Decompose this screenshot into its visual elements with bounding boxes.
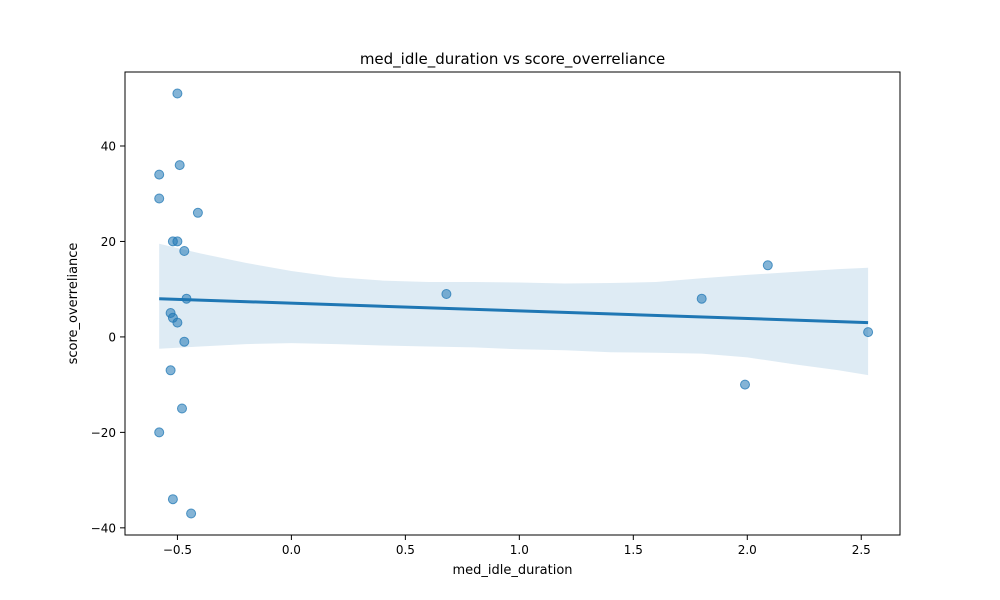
regression-line-layer <box>159 297 869 325</box>
plot-area <box>124 71 901 536</box>
x-axis-label: med_idle_duration <box>452 563 572 578</box>
data-point <box>696 293 707 304</box>
y-tick-label: 20 <box>101 235 116 249</box>
x-tick-label: 1.0 <box>510 543 529 557</box>
data-point <box>165 365 176 376</box>
x-tick-label: 0.0 <box>282 543 301 557</box>
x-axis: −0.5 0.0 0.5 1.0 1.5 2.0 2.5 <box>163 535 871 557</box>
data-point <box>441 289 452 299</box>
data-point <box>192 207 203 218</box>
data-point <box>179 246 190 256</box>
data-point <box>174 160 185 171</box>
data-point <box>154 193 165 204</box>
chart-title: med_idle_duration vs score_overreliance <box>360 50 665 69</box>
data-point <box>863 327 874 338</box>
data-point <box>179 336 190 347</box>
data-point <box>186 508 197 519</box>
y-tick-label: −20 <box>91 426 116 440</box>
y-axis: −40 −20 0 20 40 <box>91 139 125 535</box>
regression-line <box>159 297 869 325</box>
data-point <box>172 236 183 247</box>
x-tick-label: 0.5 <box>396 543 415 557</box>
data-point <box>167 494 178 505</box>
x-tick-label: 2.0 <box>738 543 757 557</box>
y-tick-label: −40 <box>91 521 116 535</box>
x-tick-label: 2.5 <box>852 543 871 557</box>
y-axis-label: score_overreliance <box>66 243 81 365</box>
x-tick-label: 1.5 <box>624 543 643 557</box>
y-tick-label: 0 <box>108 330 116 344</box>
y-tick-label: 40 <box>101 139 116 153</box>
x-tick-label: −0.5 <box>163 543 192 557</box>
data-point <box>172 88 183 99</box>
data-point <box>177 403 187 414</box>
data-point <box>172 317 183 328</box>
data-point <box>762 260 773 271</box>
plot-frame <box>124 71 901 536</box>
data-point <box>740 379 750 390</box>
plot-background <box>125 72 900 535</box>
data-point <box>154 427 165 438</box>
data-point <box>154 169 165 180</box>
points-layer <box>154 88 874 519</box>
